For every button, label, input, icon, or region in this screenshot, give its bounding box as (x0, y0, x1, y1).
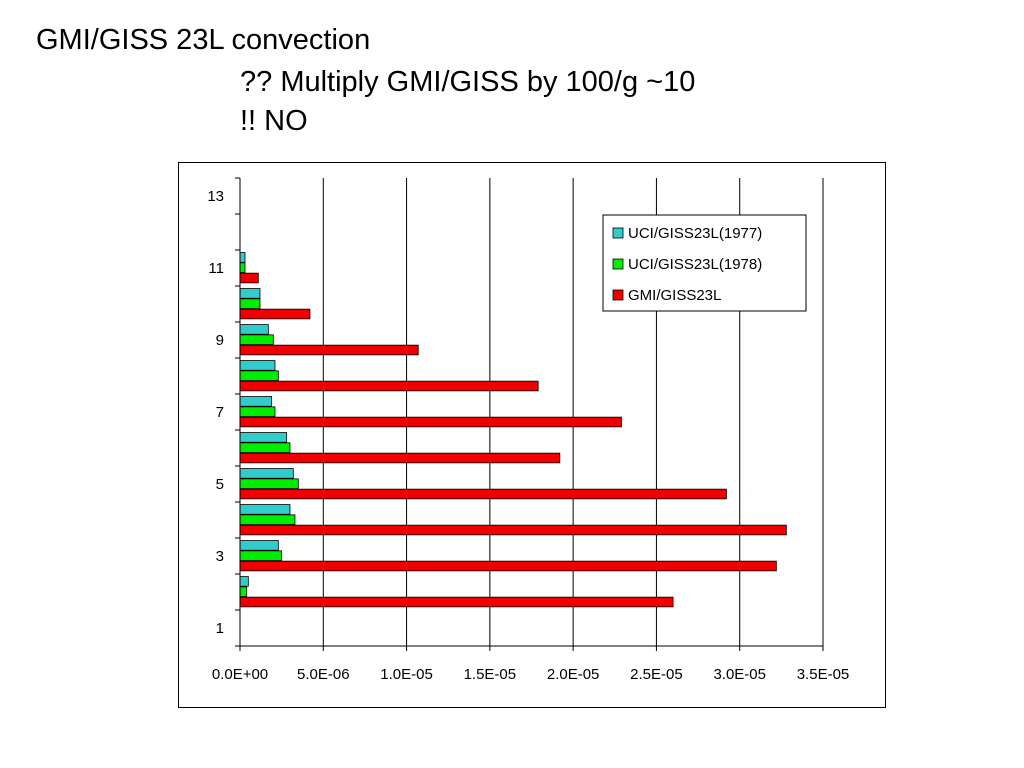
bar (239, 432, 288, 443)
bar (239, 550, 283, 561)
legend-label: GMI/GISS23L (628, 287, 721, 304)
y-tick-label: 1 (216, 620, 224, 637)
legend-swatch (612, 227, 624, 239)
bar (239, 298, 261, 309)
bar (239, 576, 249, 587)
bar (239, 344, 419, 356)
bar (239, 452, 561, 464)
bar (239, 560, 777, 572)
x-tick-label: 3.5E-05 (797, 666, 850, 683)
bar (239, 262, 246, 273)
bar (239, 334, 274, 345)
bar (239, 360, 276, 371)
x-tick-label: 1.5E-05 (464, 666, 517, 683)
x-tick-label: 1.0E-05 (380, 666, 433, 683)
bar-chart: 0.0E+00 5.0E-06 1.0E-05 1.5E-05 2.0E-05 2.5E-… (207, 177, 850, 683)
x-tick-label: 0.0E+00 (212, 666, 268, 683)
bar (239, 416, 622, 428)
bar (239, 596, 674, 608)
legend-swatch (612, 289, 624, 301)
bar (239, 540, 279, 551)
bar (239, 514, 296, 525)
legend (602, 214, 807, 312)
x-tick-label: 2.0E-05 (547, 666, 600, 683)
bar (239, 524, 787, 536)
bar (239, 586, 248, 597)
y-tick-label: 13 (207, 188, 224, 205)
x-tick-label: 5.0E-06 (297, 666, 350, 683)
legend-label: UCI/GISS23L(1978) (628, 256, 762, 273)
bar (239, 370, 279, 381)
legend-swatch (612, 258, 624, 270)
bar (239, 380, 539, 392)
bar (239, 478, 299, 489)
bar (239, 504, 291, 515)
slide-subtitle-line-1: ?? Multiply GMI/GISS by 100/g ~10 (240, 66, 696, 98)
bar (239, 308, 311, 320)
chart-frame: 0.0E+00 5.0E-06 1.0E-05 1.5E-05 2.0E-05 2.5E-… (178, 162, 886, 708)
y-tick-label: 3 (216, 548, 224, 565)
y-tick-label: 5 (216, 476, 224, 493)
bar (239, 288, 261, 299)
legend-label: UCI/GISS23L(1977) (628, 225, 762, 242)
x-tick-label: 2.5E-05 (630, 666, 683, 683)
bar (239, 396, 273, 407)
x-tick-label: 3.0E-05 (713, 666, 766, 683)
bar (239, 324, 269, 335)
bar (239, 488, 727, 500)
y-tick-label: 11 (208, 260, 224, 277)
bar (239, 406, 276, 417)
y-tick-label: 7 (216, 404, 224, 421)
bar (239, 442, 291, 453)
slide-subtitle-line-2: !! NO (240, 105, 308, 137)
bar (239, 252, 246, 263)
slide-title: GMI/GISS 23L convection (36, 24, 371, 56)
bar (239, 468, 294, 479)
y-tick-label: 9 (216, 332, 224, 349)
bar (239, 272, 259, 284)
